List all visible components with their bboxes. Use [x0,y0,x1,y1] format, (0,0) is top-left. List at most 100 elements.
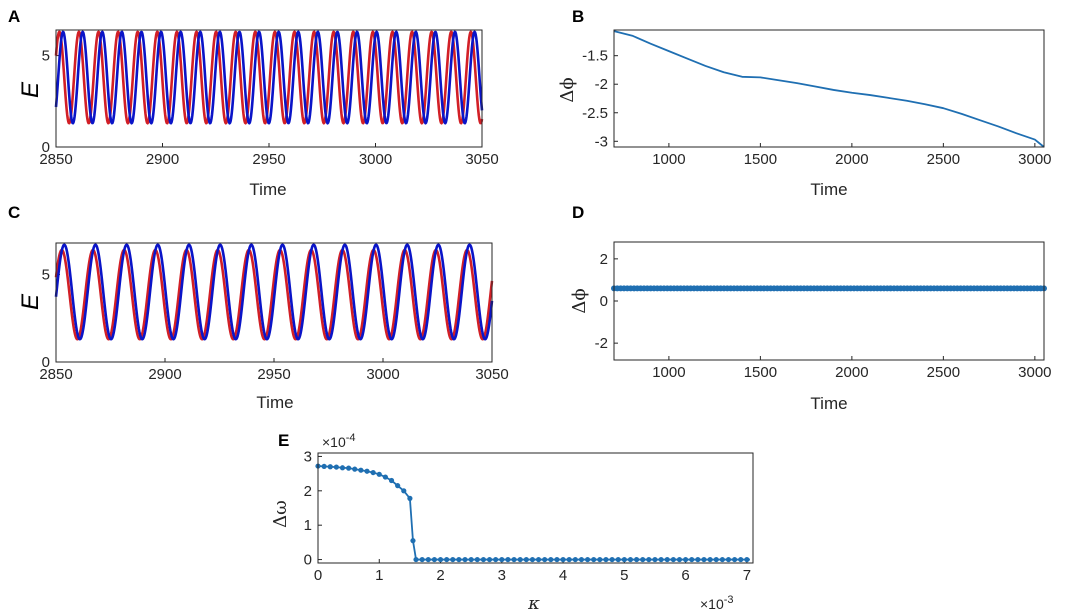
panel-label-b: B [572,7,584,26]
data-point-e-18 [419,556,425,563]
y-tick-label-d-0: 2 [600,251,608,268]
x-tick-label-b-3: 2500 [927,151,960,168]
data-point-e-22 [444,556,450,563]
data-point-e-42 [566,556,572,563]
x-axis-label-a: Time [249,180,286,199]
data-point-e-2 [327,464,333,470]
x-tick-label-d-0: 1000 [652,364,685,381]
x-tick-label-c-4: 3050 [475,366,508,383]
y-tick-label-e-2: 1 [304,517,312,534]
y-tick-label-a-1: 5 [42,48,50,65]
x-axis-label-d: Time [810,394,847,413]
y-axis-label-e: Δω [270,500,291,528]
x-tick-label-c-1: 2900 [148,366,181,383]
x-exponent-e: ×10-3 [700,594,734,612]
x-tick-label-d-4: 3000 [1018,364,1051,381]
data-point-e-41 [560,556,566,563]
data-point-e-66 [713,556,719,563]
data-point-e-44 [578,556,585,563]
data-point-e-71 [744,556,750,563]
data-point-e-59 [670,556,676,563]
y-axis-label-c: E [17,293,44,310]
panel-e: E Δω κ ×10-4 ×10-3 0 1 2 3 4 5 6 7 3 2 1 0 [270,431,754,614]
data-point-e-27 [474,556,480,563]
data-point-e-35 [523,556,529,563]
x-tick-label-c-2: 2950 [257,366,290,383]
x-axis-label-b: Time [810,180,847,199]
ticks-b: 1000 1500 2000 2500 3000 -1.5 -2 -2.5 -3 [582,48,1051,168]
data-point-e-15 [407,495,413,501]
series-line-e-frequency-difference [317,465,750,561]
panel-label-c: C [8,203,20,222]
panel-b: B Δϕ Time 1000 1500 2000 2500 3000 -1.5 -2 -2.5… [557,7,1052,199]
ticks-c: 2850 2900 2950 3000 3050 0 5 [39,267,508,384]
panel-a: A E Time 2850 2900 2950 3000 3050 0 5 [8,7,499,199]
series-group-a [54,30,484,125]
series-group-d [611,285,1047,292]
data-point-e-58 [664,556,670,563]
panel-label-a: A [8,7,20,26]
data-point-e-13 [395,483,401,489]
data-point-e-9 [370,469,376,476]
data-point-e-37 [535,556,542,563]
series-line-a-blue [54,30,484,125]
data-point-e-50 [615,556,621,563]
x-tick-label-e-0: 0 [314,567,322,584]
x-tick-label-e-2: 2 [436,567,444,584]
data-point-e-45 [584,556,591,563]
plot-frame-c [55,242,493,363]
x-tick-label-e-3: 3 [498,567,506,584]
x-tick-label-e-4: 4 [559,567,567,584]
data-point-e-61 [683,556,689,563]
data-point-e-7 [358,467,364,473]
series-line-c-red [54,248,494,341]
x-tick-label-b-1: 1500 [744,151,777,168]
data-point-e-31 [499,556,505,563]
data-point-e-69 [732,556,738,563]
data-point-e-20 [431,556,438,563]
data-point-e-1 [321,463,327,470]
data-point-e-49 [609,556,615,563]
data-point-e-21 [437,556,444,563]
data-point-e-43 [572,556,578,563]
data-point-e-24 [456,556,462,563]
data-point-e-60 [676,556,683,563]
x-tick-label-d-3: 2500 [927,364,960,381]
data-point-e-29 [486,556,493,563]
data-point-e-67 [719,556,725,563]
y-tick-label-b-3: -3 [595,133,608,150]
x-tick-label-a-0: 2850 [39,151,72,168]
series-line-b-phase-difference [613,30,1045,148]
data-point-e-48 [603,556,609,563]
x-tick-label-d-1: 1500 [744,364,777,381]
x-tick-label-b-0: 1000 [652,151,685,168]
data-point-e-38 [542,556,548,563]
y-exponent-e: ×10-4 [322,432,356,450]
data-point-e-33 [511,556,517,563]
y-axis-label-d: Δϕ [569,288,590,313]
data-point-e-4 [339,465,346,471]
series-line-a-red [54,30,484,125]
x-tick-label-b-2: 2000 [835,151,868,168]
x-tick-label-e-7: 7 [743,567,751,584]
y-tick-label-d-1: 0 [600,293,608,310]
series-group-b [613,30,1045,148]
data-point-e-32 [505,556,511,563]
data-point-e-46 [591,556,597,563]
data-point-e-28 [480,556,487,563]
data-point-e-36 [529,556,536,563]
panel-d: D Δϕ Time 1000 1500 2000 2500 3000 2 0 -2 [569,203,1052,413]
data-point-e-25 [462,556,468,563]
data-point-e-57 [658,556,664,563]
data-point-e-52 [627,556,634,563]
y-tick-label-d-2: -2 [595,335,608,352]
data-point-e-6 [352,466,358,472]
y-axis-label-a: E [17,81,44,98]
data-point-e-65 [707,556,713,563]
data-point-e-63 [695,556,701,563]
data-point-e-70 [738,556,744,563]
data-point-e-51 [621,556,627,563]
data-point-e-10 [376,471,382,477]
data-point-e-53 [633,556,640,563]
